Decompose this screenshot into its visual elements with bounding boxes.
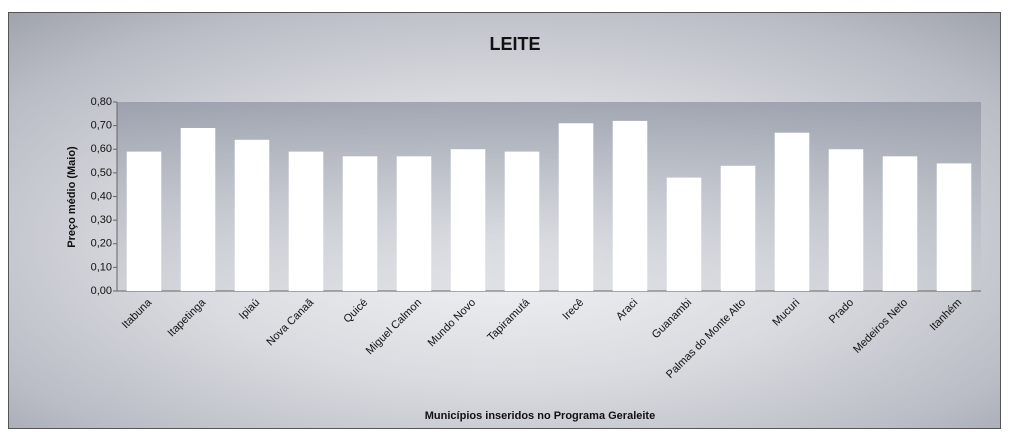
y-tick-label: 0,80 [91, 96, 112, 108]
bar [828, 149, 864, 291]
bar [234, 139, 270, 291]
y-tick-label: 0,00 [91, 285, 112, 297]
bar [882, 156, 918, 291]
bar [936, 163, 972, 291]
y-tick-label: 0,70 [91, 120, 112, 132]
bar [558, 123, 594, 291]
bar [396, 156, 432, 291]
y-tick-label: 0,10 [91, 261, 112, 273]
bar [612, 120, 648, 292]
bar [666, 177, 702, 291]
y-tick-label: 0,40 [91, 190, 112, 202]
chart-title: LEITE [489, 34, 540, 54]
bar [774, 132, 810, 291]
bar [720, 165, 756, 291]
bar [450, 149, 486, 291]
bar [504, 151, 540, 291]
y-tick-label: 0,30 [91, 214, 112, 226]
y-tick-label: 0,50 [91, 167, 112, 179]
bar [342, 156, 378, 291]
x-axis-title: Municípios inseridos no Programa Geralei… [425, 410, 655, 422]
bar [288, 151, 324, 291]
bar [180, 127, 216, 291]
y-axis-title: Preço médio (Maio) [66, 146, 78, 248]
y-tick-label: 0,60 [91, 143, 112, 155]
bar [126, 151, 162, 291]
y-tick-label: 0,20 [91, 238, 112, 250]
